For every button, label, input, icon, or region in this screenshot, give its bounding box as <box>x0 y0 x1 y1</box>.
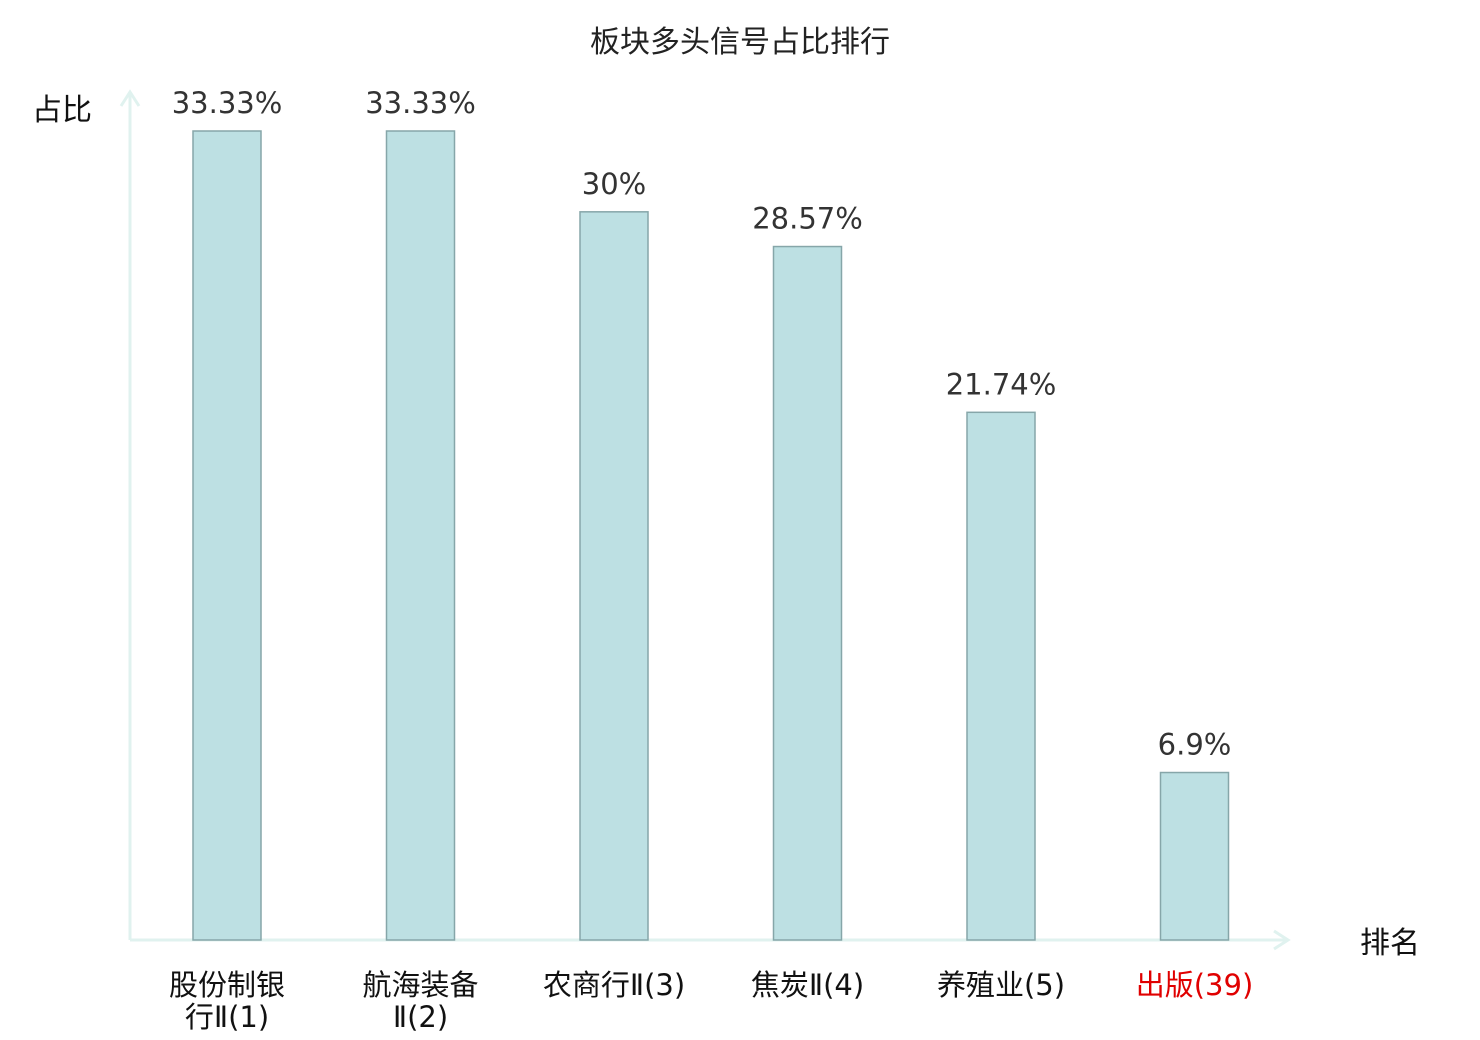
bar-6 <box>1159 771 1230 941</box>
chart-title: 板块多头信号占比排行 <box>590 25 890 60</box>
value-label-3: 30% <box>582 167 646 201</box>
category-label-line: 养殖业(5) <box>937 968 1065 1002</box>
axes <box>119 89 1291 951</box>
y-axis-arrow-icon <box>119 89 141 107</box>
value-label-1: 33.33% <box>172 86 283 120</box>
bar-1 <box>192 130 262 941</box>
x-axis-arrow-icon <box>1273 929 1291 951</box>
category-label-line: Ⅱ(2) <box>393 1000 448 1034</box>
bar-2 <box>385 130 456 941</box>
category-label-line: 股份制银 <box>169 968 285 1002</box>
bar-5 <box>966 411 1036 941</box>
category-label-1: 股份制银行Ⅱ(1) <box>169 968 285 1034</box>
value-label-2: 33.33% <box>365 86 476 120</box>
bar-4 <box>772 245 843 941</box>
category-label-6: 出版(39) <box>1136 968 1254 1002</box>
bars-group <box>192 130 1230 941</box>
value-label-5: 21.74% <box>946 367 1057 401</box>
category-label-line: 焦炭Ⅱ(4) <box>751 968 864 1002</box>
x-axis-label: 排名 <box>1360 926 1420 961</box>
category-label-line: 航海装备 <box>362 968 478 1002</box>
category-labels-group: 股份制银行Ⅱ(1) 航海装备 Ⅱ(2) 农商行Ⅱ(3) 焦炭Ⅱ(4) 养殖业(5) 出版(3… <box>169 968 1253 1034</box>
category-label-line: 出版(39) <box>1136 968 1254 1002</box>
category-label-5: 养殖业(5) <box>937 968 1065 1002</box>
category-label-line: 农商行Ⅱ(3) <box>543 968 685 1002</box>
y-axis-label: 占比 <box>32 93 92 128</box>
value-label-4: 28.57% <box>752 202 863 236</box>
category-label-line: 行Ⅱ(1) <box>185 1000 269 1034</box>
value-labels-group: 33.33% 33.33% 30% 28.57% 21.74% 6.9% <box>172 86 1232 762</box>
bar-3 <box>579 211 649 941</box>
value-label-6: 6.9% <box>1158 728 1232 762</box>
category-label-3: 农商行Ⅱ(3) <box>543 968 685 1002</box>
category-label-2: 航海装备 Ⅱ(2) <box>362 968 478 1034</box>
category-label-4: 焦炭Ⅱ(4) <box>751 968 864 1002</box>
